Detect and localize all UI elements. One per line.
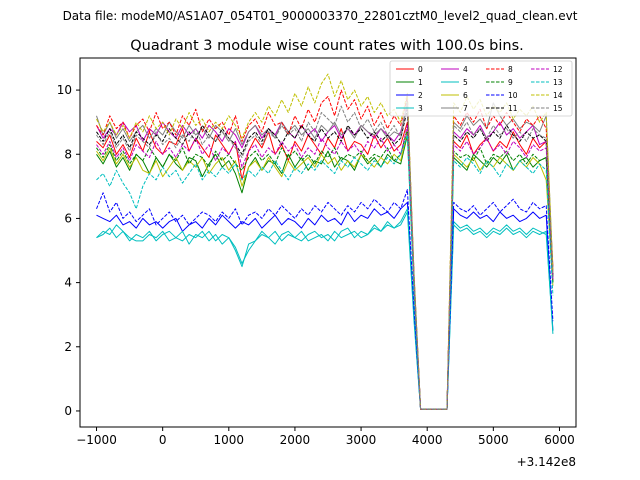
y-tick-label: 4 <box>64 276 72 290</box>
series-line-6 <box>96 131 554 410</box>
series-line-8 <box>96 89 554 410</box>
legend-label-6: 6 <box>463 91 468 100</box>
y-tick-label: 10 <box>57 83 72 97</box>
x-tick-label: 2000 <box>280 433 311 447</box>
legend-label-1: 1 <box>418 78 423 87</box>
chart-title: Quadrant 3 module wise count rates with … <box>130 38 524 54</box>
legend-label-11: 11 <box>508 104 518 113</box>
series-line-5 <box>96 208 554 410</box>
series-line-9 <box>96 128 554 410</box>
legend-label-4: 4 <box>463 65 468 74</box>
y-tick-label: 6 <box>64 211 72 225</box>
series-line-2 <box>96 201 554 410</box>
legend-label-14: 14 <box>553 91 563 100</box>
x-axis-offset-label: +3.142e8 <box>517 455 576 469</box>
series-line-13 <box>96 134 554 410</box>
legend-label-2: 2 <box>418 91 423 100</box>
series-line-14 <box>96 73 554 410</box>
series-line-12 <box>96 124 554 410</box>
x-tick-label: 4000 <box>412 433 443 447</box>
legend-label-5: 5 <box>463 78 468 87</box>
legend-box <box>389 60 573 117</box>
legend-label-7: 7 <box>463 104 468 113</box>
legend-label-13: 13 <box>553 78 563 87</box>
file-name-suptitle: Data file: modeM0/AS1A07_054T01_90000033… <box>63 9 578 23</box>
y-tick-label: 0 <box>64 404 72 418</box>
legend-label-10: 10 <box>508 91 518 100</box>
x-tick-label: 0 <box>159 433 167 447</box>
legend-label-0: 0 <box>418 65 423 74</box>
series-line-7 <box>96 99 554 410</box>
legend-label-9: 9 <box>508 78 513 87</box>
series-line-10 <box>96 189 554 410</box>
legend-label-12: 12 <box>553 65 563 74</box>
legend-label-3: 3 <box>418 104 423 113</box>
x-tick-label: 1000 <box>214 433 245 447</box>
legend-label-15: 15 <box>553 104 563 113</box>
plot-frame <box>79 57 577 428</box>
x-tick-label: 6000 <box>544 433 575 447</box>
series-line-11 <box>96 108 554 410</box>
x-axis: −1000 0 1000 2000 3000 4000 5000 6000 <box>76 427 575 447</box>
series-line-3 <box>96 211 554 410</box>
series-line-4 <box>96 105 554 410</box>
series-line-1 <box>96 134 554 410</box>
x-tick-label: −1000 <box>76 433 117 447</box>
x-tick-label: 3000 <box>346 433 377 447</box>
y-tick-label: 2 <box>64 340 72 354</box>
legend-label-8: 8 <box>508 65 513 74</box>
y-tick-label: 8 <box>64 147 72 161</box>
series-line-15 <box>96 102 554 410</box>
series-layer <box>96 73 554 410</box>
x-tick-label: 5000 <box>478 433 509 447</box>
y-axis: 0 2 4 6 8 10 <box>57 83 80 418</box>
